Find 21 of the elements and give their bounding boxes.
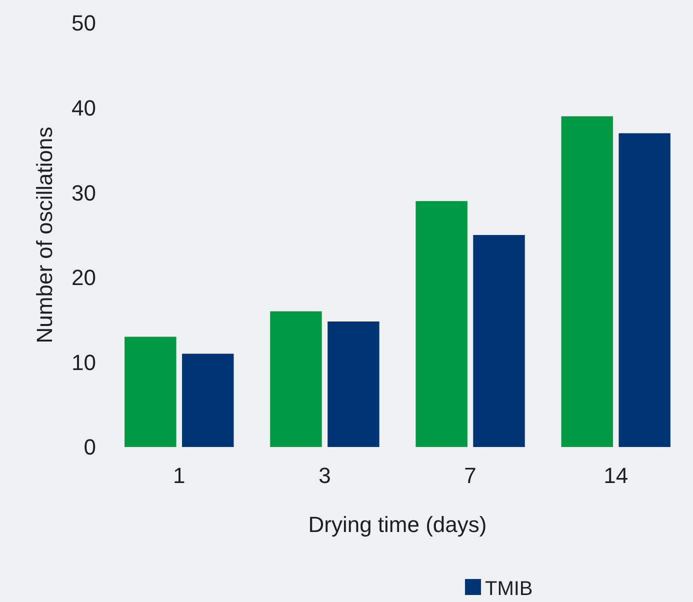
x-tick-label: 14 (604, 463, 628, 488)
bar (182, 354, 234, 447)
x-tick-label: 3 (318, 463, 331, 488)
legend-label: TMIB (485, 578, 533, 600)
y-tick-label: 0 (84, 434, 96, 460)
bar (618, 133, 670, 447)
x-tick-label: 7 (464, 463, 476, 488)
y-tick-label: 10 (72, 350, 96, 375)
bar (416, 201, 468, 447)
x-tick-label: 1 (173, 463, 186, 488)
y-axis-title: Number of oscillations (32, 126, 57, 344)
y-tick-label: 50 (72, 10, 96, 36)
bar (124, 336, 176, 447)
y-tick-label: 40 (72, 96, 96, 120)
bar (473, 235, 525, 447)
y-tick-label: 30 (72, 180, 96, 206)
bar (561, 116, 613, 447)
bar (270, 311, 322, 447)
x-axis-title: Drying time (days) (308, 512, 487, 537)
bar (328, 321, 380, 447)
y-tick-label: 20 (72, 265, 96, 290)
